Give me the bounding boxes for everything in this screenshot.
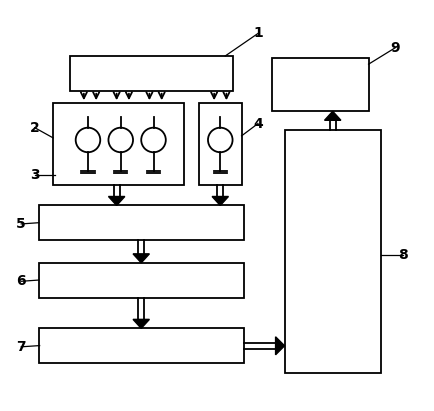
Polygon shape (133, 319, 149, 328)
Text: 7: 7 (16, 340, 26, 354)
Circle shape (108, 128, 133, 152)
Text: 6: 6 (16, 274, 26, 288)
Polygon shape (133, 254, 149, 263)
Text: 2: 2 (30, 121, 39, 135)
Polygon shape (276, 337, 285, 355)
Bar (272, 58, 368, 111)
Bar (199, 103, 242, 185)
Bar (53, 103, 184, 185)
Text: 5: 5 (16, 217, 26, 231)
Text: 3: 3 (30, 168, 39, 182)
Bar (39, 328, 243, 363)
Circle shape (208, 128, 233, 152)
Bar (39, 206, 243, 240)
Text: 1: 1 (253, 26, 263, 40)
Bar (285, 130, 381, 374)
Text: 4: 4 (253, 117, 263, 131)
Polygon shape (108, 196, 125, 206)
Circle shape (141, 128, 166, 152)
Circle shape (76, 128, 100, 152)
Text: 9: 9 (390, 41, 400, 55)
Bar (39, 263, 243, 298)
Bar (69, 56, 233, 91)
Polygon shape (325, 111, 341, 120)
Polygon shape (212, 196, 228, 206)
Text: 8: 8 (398, 248, 408, 262)
